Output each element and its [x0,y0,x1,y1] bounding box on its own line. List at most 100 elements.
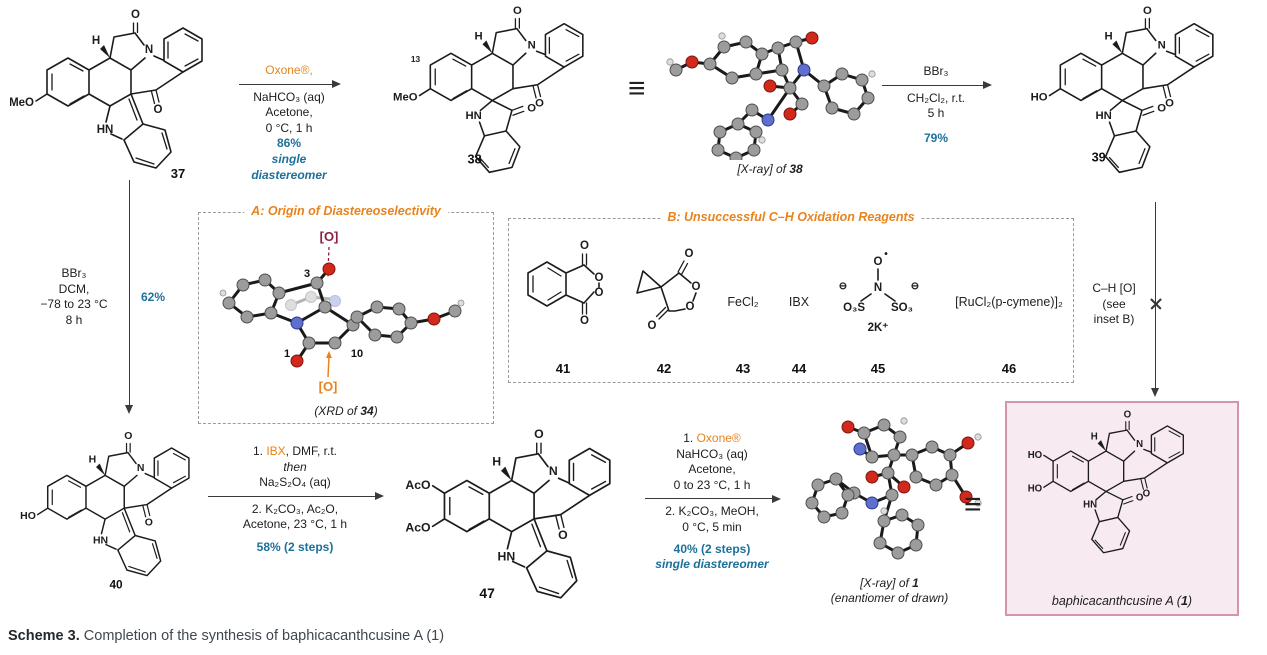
arrow-down-left-icon [125,180,134,414]
atom-label: HN [93,536,108,547]
condition-text: DCM, [58,281,90,296]
substituent-label: HO [1028,483,1043,494]
atom-label: O [1143,5,1152,17]
atom-label: HN [465,110,481,122]
atom-label: O [1165,97,1174,109]
inset-a-box: A: Origin of Diastereoselectivity [O] [O… [198,204,494,424]
xray-1-model [805,417,982,560]
substituent-label: HO [1028,450,1043,461]
atom-label: O [513,5,522,17]
condition-text: Acetone, 23 °C, 1 h [242,517,348,532]
atom-label: HN [1083,499,1097,510]
caption-text: (enantiomer of drawn) [830,591,949,605]
condition-text: 0 °C, 5 min [682,519,742,534]
atom-label: H [474,30,482,42]
compound-number: 46 [1001,361,1017,376]
xrd-34-model: [O] [O] [219,229,465,394]
reaction-arrow-step4: 1. Oxone® NaHCO₃ (aq) Acetone, 0 to 23 °… [643,431,781,573]
reagent-text: BBr₃ [923,64,949,78]
compound-number: 45 [870,361,886,376]
yield-text: 58% (2 steps) [256,539,334,554]
reagent-text: 1. IBX, DMF, r.t. [252,444,338,458]
condition-text: Acetone, [265,105,313,120]
structure-38: O N H O HN O MeO 13 38 [393,5,584,174]
xray-1-caption: [X-ray] of 1 (enantiomer of drawn) [772,576,1007,606]
reagent-text: Oxone®, [265,63,313,77]
atom-label: O [1136,493,1144,504]
structure-1: O N H O HN O HO HO [1028,410,1184,554]
reaction-arrow-step2: BBr₃ CH₂Cl₂, r.t. 5 h 79% [880,64,992,146]
atom-label: O [580,315,589,327]
condition-text: Na₂S₂O₄ (aq) [259,475,331,490]
substituent-label: AcO [405,478,431,492]
reagent-fecl2: FeCl₂ [727,295,759,309]
condition-text: NaHCO₃ (aq) [253,89,325,104]
atom-label: O [527,102,536,114]
reagent-ibx: IBX [788,295,810,309]
compound-number: 47 [479,585,495,601]
equivalence-symbol: ≡ [964,488,982,521]
compound-number: 38 [467,151,481,166]
crossed-out-icon [1149,297,1163,311]
atom-label: N [549,464,558,478]
position-label-1: 1 [284,348,290,360]
atom-label: N [1136,439,1143,450]
condition-text: 8 h [65,312,83,327]
substituent-label: HO [20,511,36,522]
atom-label: O [1143,488,1151,499]
structure-39: O N H O HN O HO 39 [1031,5,1214,174]
atom-label: O [535,97,544,109]
charge-minus: ⊖ [839,281,847,292]
caption-text: (XRD of [314,404,361,418]
atom-label: H [89,455,97,466]
product-name-text: ) [1187,594,1193,608]
condition-text: 2. K₂CO₃, Ac₂O, [251,501,339,516]
compound-number: 41 [555,361,571,376]
atom-label: H [492,455,501,469]
atom-label: O [534,427,544,441]
inset-b-box: B: Unsuccessful C–H Oxidation Reagents O… [508,210,1074,383]
xrd-34-caption: (XRD of 34) [199,404,493,419]
structure-40: O N H O HN HO 40 [20,431,190,591]
atom-label: O [1124,410,1132,421]
atom-label: H [1091,431,1098,442]
right-down-conditions: C–H [O] (see inset B) [1078,281,1150,328]
arrow-right-icon [882,80,992,89]
yield-text: 79% [923,130,949,145]
caption-text: [X-ray] of [860,576,913,590]
substituent-label: MeO [10,97,34,109]
structure-42: O O O O [636,248,701,332]
atom-label: HN [497,549,515,563]
structure-41: O O O O [527,240,604,327]
radical-dot: • [884,249,888,260]
yield-text: 62% [141,290,166,304]
position-label-13: 13 [411,54,421,64]
scheme-caption-label: Scheme 3. [8,628,80,644]
atom-label: O [131,9,140,21]
atom-label: O [558,528,568,542]
atom-label: O [154,104,163,116]
substituent-label: AcO [405,521,431,535]
reagent-text: 1. Oxone® [683,431,741,445]
product-highlight-box: O N H O HN O HO HO baphicacanthcusine A … [1005,401,1239,616]
caption-number: 1 [912,576,919,590]
condition-text: CH₂Cl₂, r.t. [907,90,965,105]
atom-label: HN [97,124,114,136]
atom-label: O [874,256,883,268]
arrow-right-icon [645,494,781,503]
atom-label: N [874,282,882,294]
position-label-3: 3 [304,268,310,280]
condition-text: inset B) [1093,312,1135,327]
arrow-right-icon [239,79,341,88]
counterion-label: 2K⁺ [868,322,889,334]
atom-label: O [686,301,695,313]
group-label: O₃S [843,302,865,314]
atom-label: O [595,272,604,284]
condition-text: then [283,459,307,474]
atom-label: N [528,39,536,51]
condition-text: 0 to 23 °C, 1 h [673,477,751,492]
reagent-text: BBr₃ [61,266,87,280]
yield-text: 86% [276,136,302,151]
oxidant-label-bottom: [O] [319,379,338,394]
